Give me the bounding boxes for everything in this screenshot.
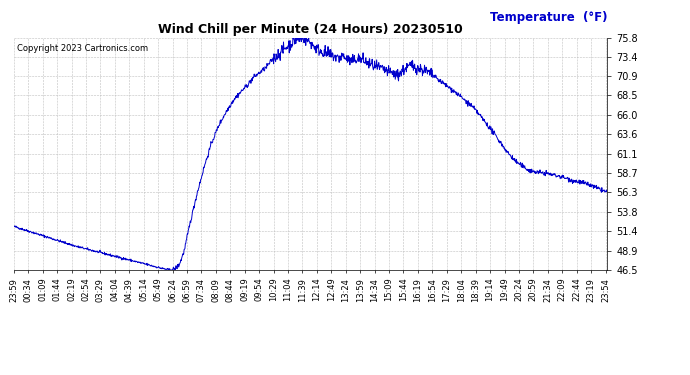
- Text: Temperature  (°F): Temperature (°F): [490, 10, 607, 24]
- Title: Wind Chill per Minute (24 Hours) 20230510: Wind Chill per Minute (24 Hours) 2023051…: [158, 23, 463, 36]
- Text: Copyright 2023 Cartronics.com: Copyright 2023 Cartronics.com: [17, 45, 148, 54]
